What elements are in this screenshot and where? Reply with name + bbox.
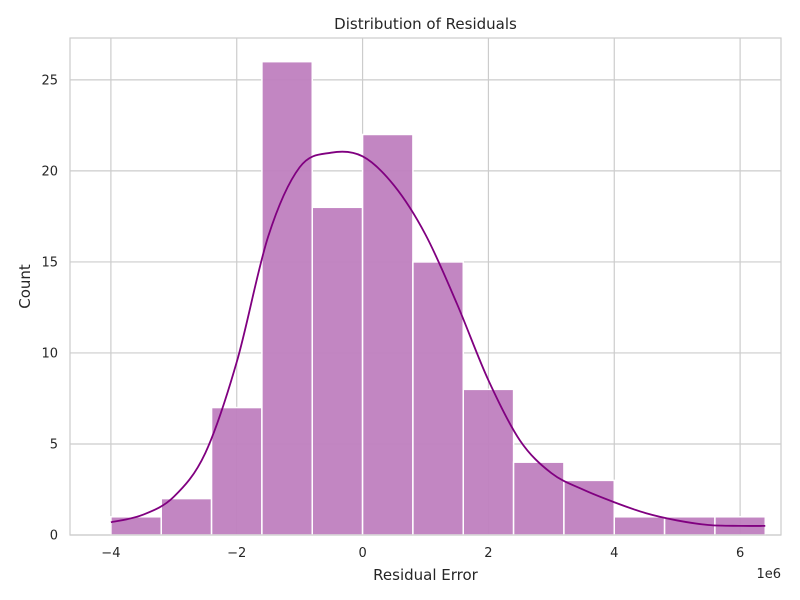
y-tick-label: 5 — [50, 437, 58, 452]
y-axis-label: Count — [16, 264, 34, 309]
x-tick-label: 0 — [358, 546, 366, 561]
x-tick-label: −4 — [101, 546, 120, 561]
tick-label-layer: −4 −2 0 2 4 6 0 5 10 15 20 25 — [41, 73, 744, 561]
y-tick-label: 10 — [41, 346, 58, 361]
plot-frame — [69, 37, 782, 536]
x-tick-label: 2 — [484, 546, 492, 561]
kde-curve — [110, 150, 766, 527]
histogram-bar — [110, 516, 162, 536]
histogram-bar — [361, 133, 414, 536]
y-tick-label: 20 — [41, 164, 58, 179]
histogram-bar — [563, 479, 616, 536]
x-tick-label: 4 — [610, 546, 618, 561]
x-tick-label: −2 — [227, 546, 246, 561]
kde-layer — [110, 150, 766, 527]
histogram-bar — [462, 388, 515, 536]
histogram-bar — [160, 497, 213, 536]
histogram-bar — [512, 461, 565, 536]
x-tick-label: 6 — [736, 546, 744, 561]
y-tick-label: 0 — [50, 529, 58, 544]
histogram-bar — [311, 206, 364, 536]
histogram-bar — [261, 60, 313, 536]
bar-layer — [110, 60, 767, 536]
y-tick-label: 25 — [41, 73, 58, 88]
y-tick-label: 15 — [41, 255, 58, 270]
histogram-bar — [613, 516, 666, 536]
histogram-bar — [412, 261, 465, 536]
x-axis-label: Residual Error — [373, 566, 479, 584]
chart-title: Distribution of Residuals — [334, 15, 517, 33]
x-axis-offset-label: 1e6 — [756, 567, 781, 582]
histogram-bar — [210, 406, 263, 536]
